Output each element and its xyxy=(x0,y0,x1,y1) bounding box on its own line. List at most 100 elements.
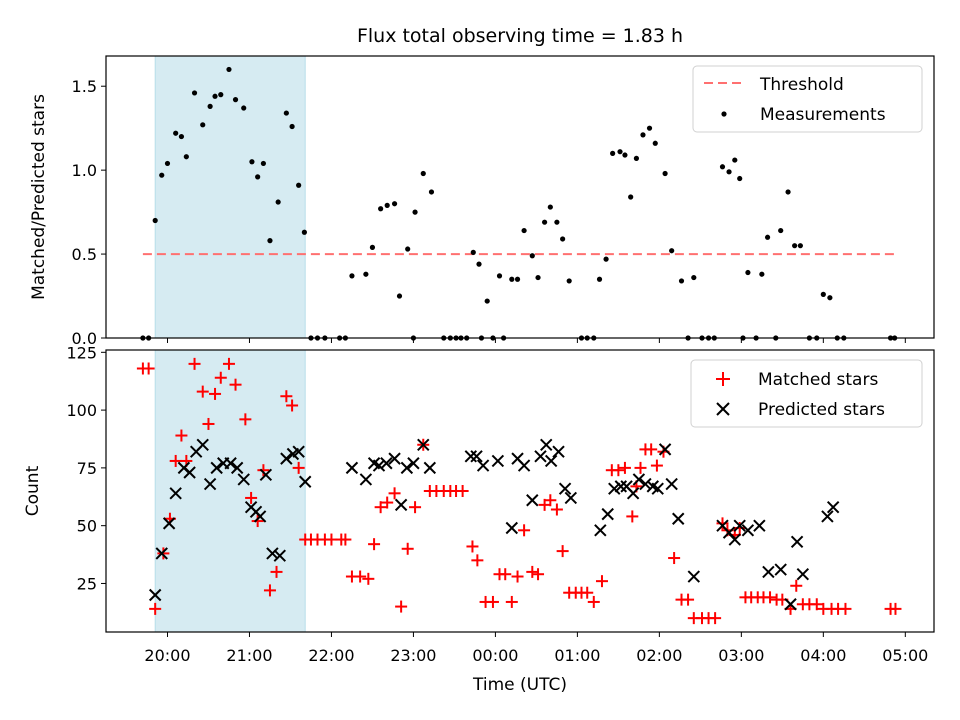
matched-star-point xyxy=(733,521,746,534)
predicted-star-point xyxy=(552,445,565,458)
predicted-star-stroke xyxy=(762,565,775,579)
measurement-point xyxy=(764,234,771,240)
measurement-point xyxy=(396,293,403,299)
predicted-star-stroke xyxy=(646,480,660,493)
matched-star-point xyxy=(595,575,608,588)
measurement-point xyxy=(476,261,482,267)
measurement-point xyxy=(640,132,646,138)
predicted-star-point xyxy=(632,473,646,486)
predicted-star-stroke xyxy=(273,549,287,562)
predicted-star-stroke xyxy=(558,482,572,495)
matched-star-point xyxy=(668,552,681,565)
count-legend-predicted-swatch xyxy=(716,402,730,416)
x-tick-label: 05:00 xyxy=(882,646,928,665)
x-tick-label: 04:00 xyxy=(800,646,846,665)
predicted-star-stroke xyxy=(564,491,578,505)
measurement-point xyxy=(678,278,685,284)
measurement-point xyxy=(164,160,171,167)
count-panel-ticks: 20:00 21:00 22:00 23:00 00:00 01:00 02:00 03:00… xyxy=(66,343,928,665)
predicted-star-stroke xyxy=(407,457,420,470)
measurement-point xyxy=(652,140,658,146)
predicted-star-point xyxy=(534,450,547,463)
predicted-star-stroke xyxy=(716,519,729,532)
matched-star-point xyxy=(239,413,252,426)
measurement-point xyxy=(669,248,675,254)
predicted-star-stroke xyxy=(601,507,614,521)
predicted-star-point xyxy=(183,466,196,479)
measurement-point xyxy=(509,276,515,282)
measurement-point xyxy=(369,244,376,250)
matched-star-point xyxy=(532,568,545,581)
predicted-star-stroke xyxy=(672,512,685,525)
matched-star-point xyxy=(339,533,352,546)
matched-star-point xyxy=(634,461,647,474)
predicted-star-stroke xyxy=(608,482,621,495)
predicted-star-point xyxy=(526,494,539,507)
x-axis-label: Time (UTC) xyxy=(472,675,567,695)
predicted-star-stroke xyxy=(639,477,652,491)
predicted-star-stroke xyxy=(266,547,279,560)
predicted-star-point xyxy=(564,491,578,505)
measurement-point xyxy=(212,93,218,99)
count-panel-ylabel: Count xyxy=(23,465,43,516)
predicted-star-point xyxy=(372,459,386,472)
predicted-star-stroke xyxy=(665,477,678,491)
predicted-star-point xyxy=(224,457,237,470)
predicted-star-point xyxy=(423,461,437,475)
measurement-point xyxy=(827,295,833,301)
y-tick-label: 125 xyxy=(66,343,97,362)
predicted-star-stroke xyxy=(741,524,755,537)
predicted-star-stroke xyxy=(345,461,359,475)
predicted-star-stroke xyxy=(423,461,437,475)
predicted-star-stroke xyxy=(400,461,414,475)
predicted-star-stroke xyxy=(511,452,524,465)
measurement-point xyxy=(617,149,623,155)
measurement-point xyxy=(603,256,609,262)
predicted-star-point xyxy=(388,452,401,465)
measurement-point xyxy=(792,243,798,249)
matched-star-point xyxy=(209,387,222,400)
predicted-star-point xyxy=(626,487,640,500)
predicted-star-point xyxy=(614,480,628,493)
predicted-star-stroke xyxy=(237,473,250,486)
predicted-star-point xyxy=(608,482,621,495)
measurement-point xyxy=(283,110,289,116)
matched-star-point xyxy=(270,565,283,578)
measurement-point xyxy=(260,160,267,167)
matched-star-point xyxy=(395,600,408,613)
matched-star-point xyxy=(257,464,270,477)
predicted-star-point xyxy=(400,461,414,475)
predicted-star-stroke xyxy=(651,482,664,495)
predicted-star-stroke xyxy=(774,563,787,576)
ratio-legend-box xyxy=(692,65,923,133)
count-panel-frame xyxy=(105,349,935,633)
count-legend-matched-label: Matched stars xyxy=(758,370,878,390)
measurement-point xyxy=(633,155,640,161)
matched-star-point xyxy=(471,554,484,567)
predicted-star-stroke xyxy=(544,454,558,468)
matched-star-point xyxy=(645,443,658,456)
predicted-star-stroke xyxy=(517,459,531,472)
predicted-star-point xyxy=(259,468,273,482)
x-tick-label: 03:00 xyxy=(718,646,764,665)
predicted-star-point xyxy=(407,457,420,470)
predicted-star-point xyxy=(594,524,607,537)
y-tick-label: 0.0 xyxy=(72,329,97,348)
ratio-legend: Threshold Measurements xyxy=(692,65,923,133)
matched-star-point xyxy=(764,591,777,604)
y-tick-label: 100 xyxy=(66,401,97,420)
predicted-star-point xyxy=(665,477,678,491)
matched-star-point xyxy=(499,568,512,581)
predicted-star-stroke xyxy=(380,457,393,470)
predicted-star-stroke xyxy=(826,500,840,514)
matched-star-point xyxy=(505,595,518,608)
measurement-point xyxy=(529,253,535,259)
measurement-point xyxy=(732,157,738,163)
measurement-point xyxy=(726,169,732,175)
measurement-point xyxy=(785,189,791,195)
matched-star-point xyxy=(587,595,600,608)
count-legend: Matched stars Predicted stars xyxy=(690,359,923,428)
measurement-point xyxy=(226,66,232,73)
x-tick-label: 22:00 xyxy=(308,646,354,665)
measurement-point xyxy=(405,246,411,252)
